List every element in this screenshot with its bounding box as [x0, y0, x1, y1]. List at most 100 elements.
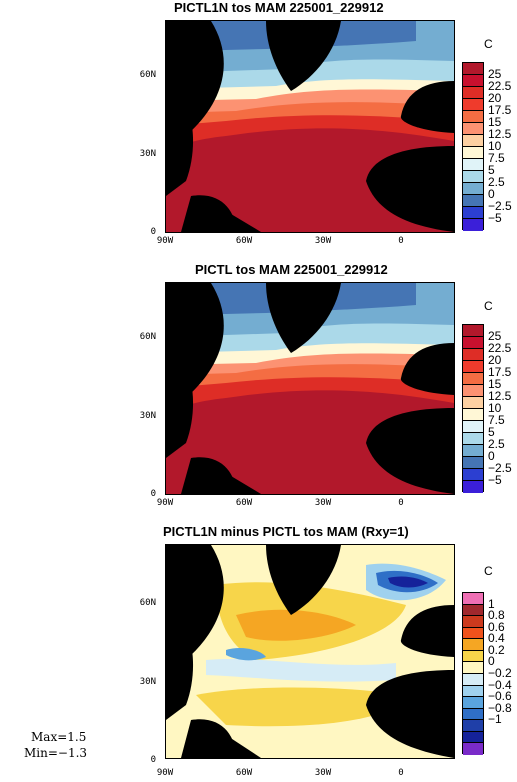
colorbar-label: 0.4: [488, 631, 505, 646]
colorbar-swatch: [463, 87, 483, 99]
lat-label: 60N: [139, 332, 156, 342]
colorbar-label: −0.6: [488, 689, 512, 704]
colorbar-swatch: [463, 616, 483, 628]
colorbar-label: 5: [488, 163, 495, 177]
colorbar-swatch: [463, 349, 483, 361]
colorbar-swatch: [463, 731, 483, 744]
colorbar-swatch: [463, 99, 483, 111]
lon-label: 60W: [235, 236, 253, 246]
lat-label: 60N: [139, 70, 156, 80]
colorbar-label: 15: [488, 115, 502, 129]
colorbar-swatch: [463, 337, 483, 349]
colorbar-label: 15: [488, 377, 502, 391]
colorbar-label: 0: [488, 449, 495, 463]
panel-pictl: PICTL tos MAM 225001_229912 60N 30N 0 90…: [0, 262, 517, 522]
colorbar-swatch: [463, 481, 483, 493]
sst-map: [165, 20, 455, 233]
colorbar-label: 0: [488, 187, 495, 201]
colorbar-label: −1: [488, 712, 502, 727]
colorbar-label: 22.5: [488, 79, 512, 93]
colorbar-swatch: [463, 421, 483, 433]
colorbar-swatch: [463, 397, 483, 409]
colorbar-label: −5: [488, 211, 502, 225]
colorbar-swatch: [463, 593, 483, 605]
colorbar-swatch: [463, 409, 483, 421]
colorbar-swatch: [463, 325, 483, 337]
panel-title: PICTL1N tos MAM 225001_229912: [174, 0, 384, 15]
colorbar: [462, 324, 484, 493]
panel-difference: PICTL1N minus PICTL tos MAM (Rxy=1) 60N …: [0, 524, 517, 782]
colorbar-swatch: [463, 207, 483, 219]
colorbar-label: 12.5: [488, 127, 512, 141]
difference-field: [166, 545, 454, 758]
colorbar-label: −0.4: [488, 677, 512, 692]
panel-title: PICTL1N minus PICTL tos MAM (Rxy=1): [163, 524, 409, 539]
lon-label: 60W: [235, 498, 253, 508]
colorbar-label: 17.5: [488, 103, 512, 117]
colorbar: [462, 592, 484, 755]
colorbar-swatch: [463, 195, 483, 207]
colorbar-swatch: [463, 147, 483, 159]
colorbar-swatch: [463, 75, 483, 87]
colorbar-label: 12.5: [488, 389, 512, 403]
lon-label: 30W: [314, 768, 332, 778]
colorbar-label: 2.5: [488, 437, 505, 451]
colorbar-swatch: [463, 159, 483, 171]
colorbar-label: 7.5: [488, 413, 505, 427]
lon-label: 0: [398, 768, 404, 778]
colorbar-swatch: [463, 123, 483, 135]
colorbar-label: −0.8: [488, 700, 512, 715]
lon-label: 30W: [314, 498, 332, 508]
colorbar-swatch: [463, 63, 483, 75]
colorbar-label: 10: [488, 139, 502, 153]
max-value: Max=1.5: [31, 730, 87, 744]
colorbar-label: 25: [488, 67, 502, 81]
lat-label: 30N: [139, 677, 156, 687]
colorbar-label: 2.5: [488, 175, 505, 189]
colorbar: [462, 62, 484, 231]
lon-label: 0: [398, 236, 404, 246]
colorbar-label: 0: [488, 654, 495, 669]
colorbar-label: 0.2: [488, 642, 505, 657]
colorbar-swatch: [463, 639, 483, 651]
colorbar-label: −0.2: [488, 666, 512, 680]
colorbar-swatch: [463, 457, 483, 469]
colorbar-swatch: [463, 627, 483, 640]
colorbar-swatch: [463, 662, 483, 674]
lon-label: 60W: [235, 768, 253, 778]
colorbar-label: 1: [488, 596, 495, 611]
colorbar-swatch: [463, 373, 483, 385]
colorbar-label: 0.8: [488, 608, 505, 623]
colorbar-swatch: [463, 171, 483, 183]
lon-label: 90W: [156, 498, 174, 508]
colorbar-label: 20: [488, 353, 502, 367]
colorbar-label: 10: [488, 401, 502, 415]
colorbar-swatch: [463, 697, 483, 709]
panel-title: PICTL tos MAM 225001_229912: [195, 262, 388, 277]
lat-label: 30N: [139, 411, 156, 421]
difference-map: [165, 544, 455, 759]
colorbar-label: −2.5: [488, 461, 512, 475]
colorbar-swatch: [463, 361, 483, 373]
lon-label: 90W: [156, 236, 174, 246]
colorbar-label: 25: [488, 329, 502, 343]
colorbar-label: −5: [488, 473, 502, 487]
units-label: C: [484, 564, 493, 578]
min-value: Min=−1.3: [24, 746, 88, 760]
colorbar-swatch: [463, 385, 483, 397]
colorbar-label: 5: [488, 425, 495, 439]
colorbar-swatch: [463, 673, 483, 686]
sst-field: [166, 21, 454, 232]
colorbar-label: −2.5: [488, 199, 512, 213]
colorbar-label: 20: [488, 91, 502, 105]
colorbar-swatch: [463, 111, 483, 123]
colorbar-swatch: [463, 219, 483, 231]
colorbar-label: 7.5: [488, 151, 505, 165]
units-label: C: [484, 299, 493, 313]
lat-label: 0: [150, 755, 156, 765]
colorbar-swatch: [463, 743, 483, 755]
colorbar-swatch: [463, 708, 483, 721]
lat-label: 30N: [139, 149, 156, 159]
sst-field: [166, 283, 454, 494]
colorbar-swatch: [463, 469, 483, 481]
